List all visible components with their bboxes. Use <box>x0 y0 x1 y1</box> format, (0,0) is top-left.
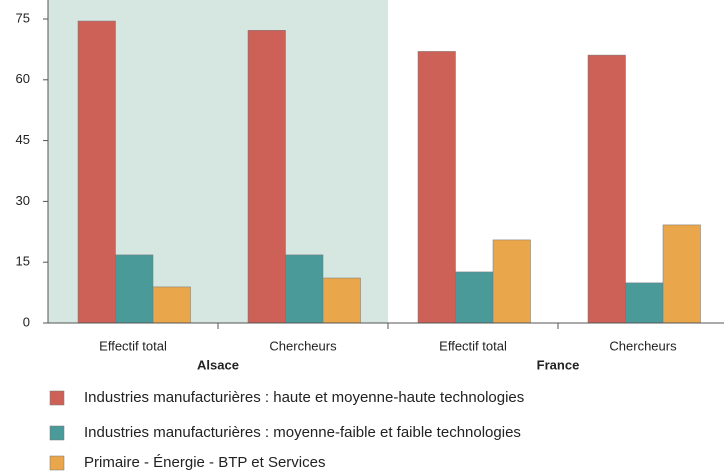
legend-swatch <box>49 455 65 471</box>
legend-swatch <box>49 425 65 441</box>
bar <box>662 224 701 324</box>
bar <box>115 254 154 324</box>
x-tick-label: Effectif total <box>99 338 167 353</box>
group-label: France <box>537 357 580 372</box>
y-tick-label: 30 <box>16 193 30 208</box>
legend-label: Industries manufacturières : haute et mo… <box>84 389 524 406</box>
y-tick-label: 75 <box>16 10 30 25</box>
bar <box>285 254 324 324</box>
bar <box>247 30 286 324</box>
y-tick-label: 60 <box>16 71 30 86</box>
bar <box>322 277 361 324</box>
bar <box>417 51 456 324</box>
legend-label: Industries manufacturières : moyenne-fai… <box>84 424 521 441</box>
bar <box>77 20 116 324</box>
y-tick-label: 45 <box>16 132 30 147</box>
bar <box>587 54 626 324</box>
x-tick-label: Chercheurs <box>269 338 337 353</box>
bar <box>455 271 494 324</box>
x-tick-label: Chercheurs <box>609 338 677 353</box>
y-tick-label: 15 <box>16 254 30 269</box>
group-label: Alsace <box>197 357 239 372</box>
y-tick-label: 0 <box>23 314 30 329</box>
bar <box>625 282 664 324</box>
x-tick-label: Effectif total <box>439 338 507 353</box>
bar <box>152 286 191 324</box>
legend-label: Primaire - Énergie - BTP et Services <box>84 454 325 471</box>
bar <box>492 239 531 324</box>
legend-swatch <box>49 390 65 406</box>
